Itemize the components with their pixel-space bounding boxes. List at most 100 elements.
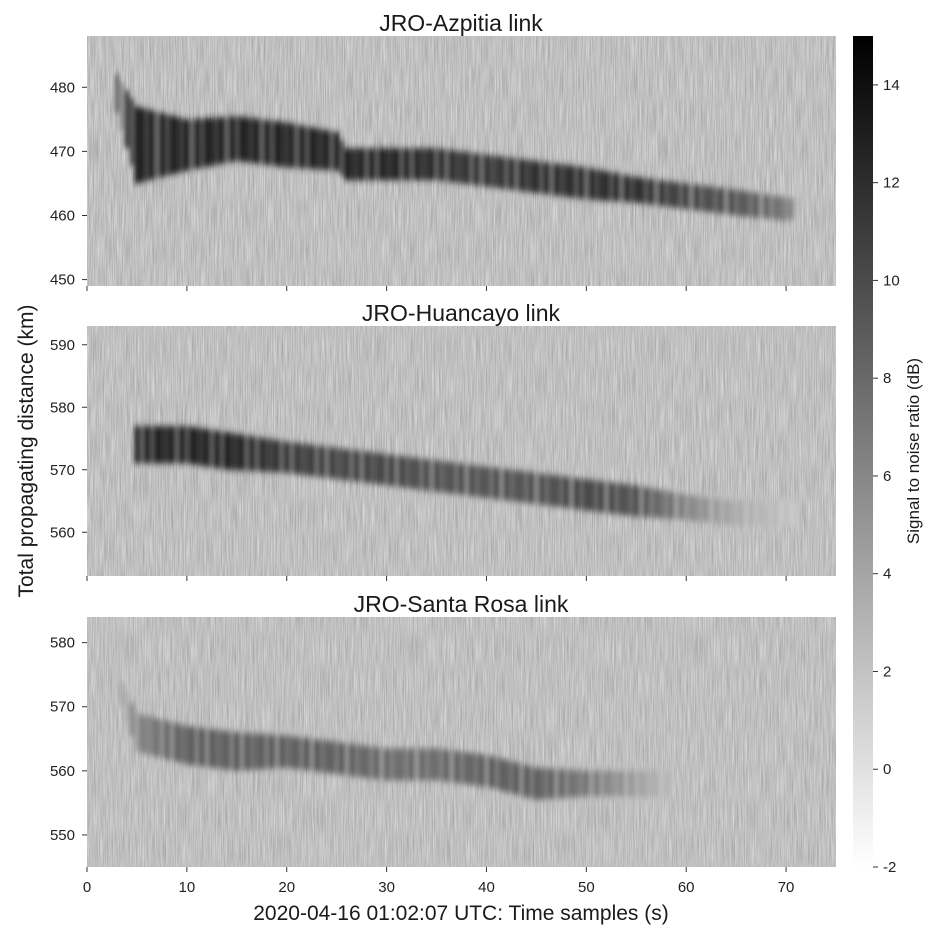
ridge-mark — [773, 501, 779, 526]
ridge-mark — [389, 454, 394, 486]
ridge-mark — [239, 116, 245, 162]
ridge-mark — [339, 140, 345, 176]
ridge-mark — [449, 750, 454, 783]
ridge-mark — [324, 446, 330, 478]
ridge-mark — [389, 748, 394, 781]
ridge-mark — [589, 168, 594, 200]
ridge-mark — [219, 431, 225, 469]
ridge-mark — [334, 132, 340, 171]
ridge-mark — [589, 479, 594, 511]
ridge-mark — [389, 148, 394, 181]
ridge-mark — [574, 166, 579, 199]
ridge-mark — [399, 748, 404, 781]
ridge-mark — [179, 724, 185, 764]
ridge-mark — [234, 433, 240, 471]
ridge-mark — [244, 435, 250, 471]
ridge-mark — [284, 441, 290, 473]
ridge-mark — [748, 192, 754, 218]
ridge-mark — [224, 731, 230, 770]
ridge-mark — [424, 459, 429, 491]
ridge-mark — [264, 438, 270, 472]
ridge-mark — [284, 735, 290, 768]
ridge-mark — [319, 129, 325, 170]
ridge-mark — [394, 455, 399, 487]
ridge-mark — [379, 148, 385, 181]
ridge-mark — [419, 148, 424, 181]
ridge-mark — [609, 770, 614, 797]
ridge-mark — [209, 117, 215, 166]
ridge-mark — [708, 186, 714, 213]
ridge-mark — [743, 191, 749, 217]
ridge-mark — [788, 198, 794, 220]
ridge-mark — [773, 196, 779, 220]
colorbar-tick-label: 10 — [883, 272, 900, 289]
ridge-mark — [329, 131, 335, 171]
ridge-mark — [354, 744, 360, 777]
ridge-mark — [659, 770, 664, 797]
ridge-mark — [604, 770, 609, 797]
ridge-mark — [219, 117, 225, 164]
ridge-mark — [274, 734, 280, 769]
ridge-mark — [209, 729, 215, 768]
ridge-mark — [184, 426, 190, 464]
ridge-mark — [189, 119, 195, 170]
ridge-mark — [469, 152, 474, 185]
ridge-mark — [279, 440, 285, 473]
y-tick-label: 470 — [50, 143, 75, 160]
ridge-mark — [149, 426, 155, 464]
ridge-mark — [693, 184, 699, 211]
ridge-mark — [449, 150, 454, 183]
ridge-mark — [324, 130, 330, 170]
ridge-mark — [304, 738, 310, 771]
ridge-mark — [679, 493, 684, 520]
ridge-mark — [299, 737, 305, 770]
ridge-mark — [349, 148, 355, 181]
ridge-mark — [334, 742, 340, 775]
ridge-mark — [454, 462, 459, 495]
ridge-mark — [164, 426, 170, 464]
ridge-mark — [504, 759, 509, 792]
ridge-mark — [778, 501, 784, 526]
x-axis-label: 2020-04-16 01:02:07 UTC: Time samples (s… — [253, 902, 669, 925]
ridge-mark — [529, 160, 534, 193]
ridge-mark — [529, 472, 534, 504]
ridge-mark — [624, 484, 629, 516]
ridge-mark — [184, 725, 190, 765]
ridge-mark — [174, 116, 180, 174]
ridge-mark — [214, 430, 220, 469]
ridge-mark — [359, 745, 365, 778]
ridge-mark — [314, 128, 320, 170]
ridge-mark — [698, 496, 704, 522]
ridge-mark — [174, 723, 180, 762]
x-tick-label: 10 — [179, 879, 196, 896]
ridge-mark — [309, 444, 315, 476]
ridge-mark — [763, 194, 769, 219]
ridge-mark — [374, 452, 380, 485]
ridge-mark — [728, 189, 734, 215]
ridge-mark — [634, 485, 639, 517]
ridge-mark — [204, 118, 210, 167]
ridge-mark — [534, 767, 539, 800]
ridge-mark — [758, 193, 764, 219]
ridge-mark — [384, 748, 389, 781]
ridge-mark — [399, 456, 404, 488]
y-tick-label: 570 — [50, 699, 75, 716]
ridge-mark — [124, 90, 130, 149]
ridge-mark — [609, 172, 614, 202]
ridge-mark — [149, 717, 155, 756]
ridge-mark — [294, 442, 300, 475]
ridge-mark — [194, 118, 200, 169]
ridge-mark — [554, 163, 559, 196]
ridge-mark — [159, 112, 165, 178]
ridge-mark — [314, 445, 320, 477]
ridge-mark — [264, 119, 270, 165]
ridge-mark — [194, 427, 200, 466]
ridge-mark — [459, 151, 464, 184]
ridge-mark — [619, 770, 624, 797]
colorbar-tick-label: 12 — [883, 175, 900, 192]
ridge-mark — [474, 465, 479, 497]
ridge-mark — [634, 770, 639, 797]
ridge-mark — [249, 733, 255, 770]
ridge-mark — [199, 118, 205, 168]
ridge-mark — [649, 488, 654, 518]
